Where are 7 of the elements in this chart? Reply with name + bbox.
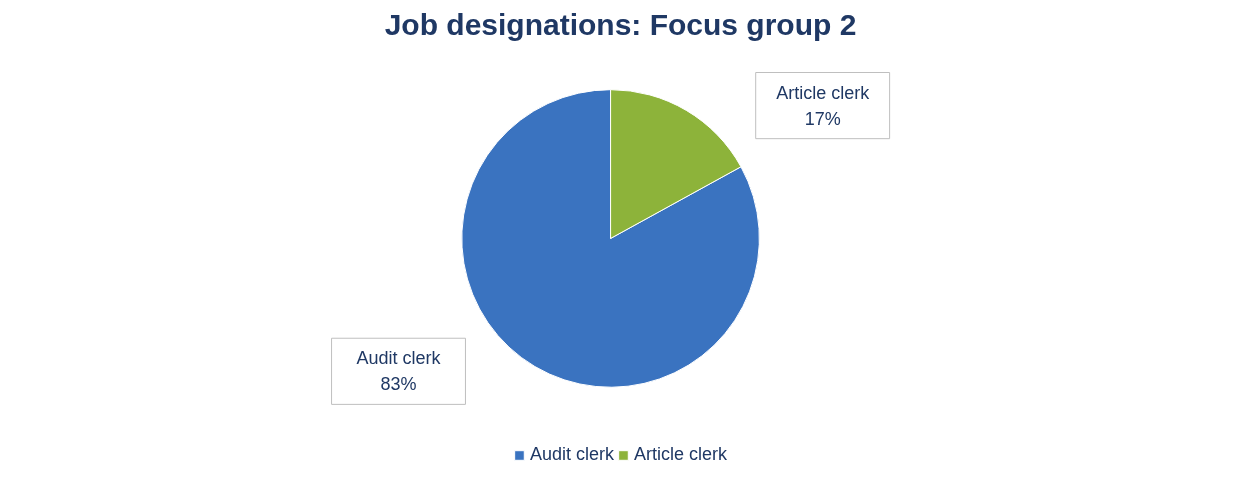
slice-label: Audit clerk bbox=[356, 348, 442, 369]
chart-title: Job designations: Focus group 2 bbox=[384, 7, 857, 41]
data-label: 83% bbox=[380, 374, 417, 395]
slice-label: Article clerk bbox=[776, 82, 871, 103]
data-label: 17% bbox=[804, 108, 841, 129]
legend-label: Audit clerk bbox=[529, 444, 615, 465]
legend-label: Article clerk bbox=[634, 444, 728, 465]
